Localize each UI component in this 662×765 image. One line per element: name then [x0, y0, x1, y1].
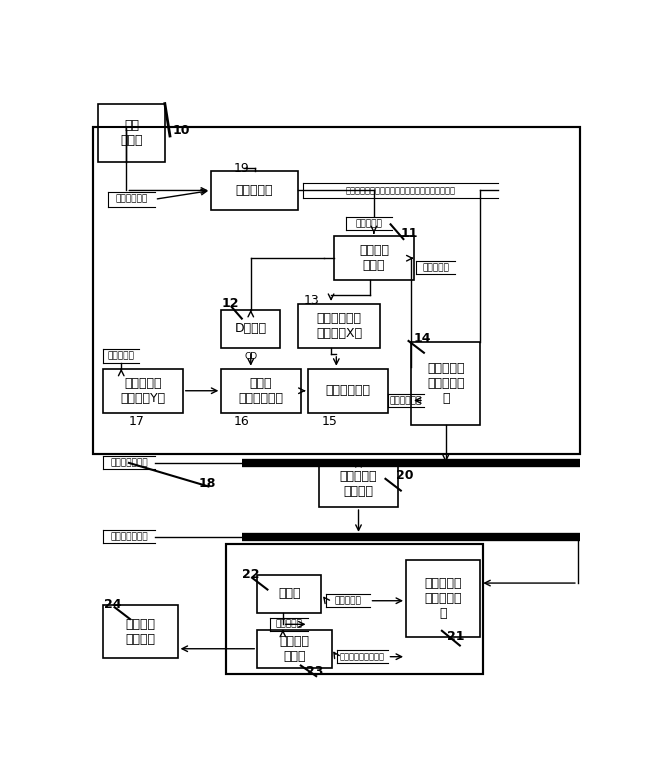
Text: 10: 10 — [173, 124, 190, 137]
Bar — [226, 544, 483, 674]
Text: 比较器
（控制逻辑）: 比较器 （控制逻辑） — [238, 376, 283, 405]
Text: 初始化封包值
寄存器（X）: 初始化封包值 寄存器（X） — [316, 312, 362, 340]
Text: 用户接收
数据模块: 用户接收 数据模块 — [126, 618, 156, 646]
Text: 18: 18 — [198, 477, 216, 490]
Text: 数据量获取: 数据量获取 — [335, 596, 361, 605]
Text: 以太网网络
传输设备: 以太网网络 传输设备 — [340, 470, 377, 497]
Bar — [257, 630, 332, 668]
Text: CD: CD — [244, 353, 258, 361]
Bar — [308, 369, 388, 413]
Text: 以太网传输链路: 以太网传输链路 — [110, 458, 148, 467]
Text: 以太网集成
电路接收模
块: 以太网集成 电路接收模 块 — [424, 577, 462, 620]
Bar — [93, 127, 581, 454]
Text: 用户
数据源: 用户 数据源 — [120, 119, 143, 147]
Bar — [406, 560, 481, 636]
Bar — [319, 460, 399, 507]
Bar — [221, 310, 280, 348]
Bar — [103, 605, 177, 659]
Bar — [257, 575, 321, 613]
Text: 17: 17 — [129, 415, 145, 428]
Text: 数据量读取: 数据量读取 — [355, 219, 382, 228]
Text: 15: 15 — [321, 415, 337, 428]
Text: 16: 16 — [234, 415, 250, 428]
Text: 13: 13 — [303, 295, 319, 308]
Text: 寄存器: 寄存器 — [278, 588, 301, 601]
Text: 封包值寄存器: 封包值寄存器 — [326, 384, 371, 397]
Text: 24: 24 — [105, 597, 122, 610]
Bar — [93, 127, 581, 454]
Text: 数据量获取: 数据量获取 — [108, 351, 134, 360]
Bar — [103, 369, 183, 413]
Text: 数据接收
缓存器: 数据接收 缓存器 — [279, 635, 309, 662]
Text: 数据缓存器: 数据缓存器 — [236, 184, 273, 197]
Text: 以太网传输链路: 以太网传输链路 — [110, 532, 148, 541]
Text: 19: 19 — [234, 162, 250, 175]
Text: 按寄存器值读出数据: 按寄存器值读出数据 — [340, 653, 385, 661]
Text: 以太网集成电路模块自动按封包参数的值读取数据: 以太网集成电路模块自动按封包参数的值读取数据 — [346, 186, 456, 195]
Bar — [226, 544, 483, 674]
Text: 以太网集成
电路发送模
块: 以太网集成 电路发送模 块 — [427, 362, 465, 405]
Text: 20: 20 — [396, 470, 413, 483]
Text: 12: 12 — [221, 298, 239, 311]
Bar — [334, 236, 414, 280]
Bar — [221, 369, 301, 413]
Bar — [411, 342, 481, 425]
Text: 数据量赋值: 数据量赋值 — [422, 263, 449, 272]
Text: D触发器: D触发器 — [235, 322, 267, 335]
Text: 22: 22 — [242, 568, 260, 581]
Text: 封包参数设置: 封包参数设置 — [390, 396, 422, 405]
Text: 23: 23 — [306, 665, 323, 678]
Text: 数据读取
计数器: 数据读取 计数器 — [359, 244, 389, 272]
Text: 11: 11 — [401, 226, 418, 239]
Text: 数据量赋值: 数据量赋值 — [276, 620, 303, 629]
Text: 14: 14 — [414, 331, 431, 344]
Text: 数据读取计数: 数据读取计数 — [115, 195, 148, 203]
Bar — [98, 103, 165, 162]
Bar — [298, 304, 380, 348]
Text: 实时数据量
计数器（Y）: 实时数据量 计数器（Y） — [120, 376, 166, 405]
Text: 21: 21 — [447, 630, 465, 643]
Bar — [211, 171, 299, 210]
